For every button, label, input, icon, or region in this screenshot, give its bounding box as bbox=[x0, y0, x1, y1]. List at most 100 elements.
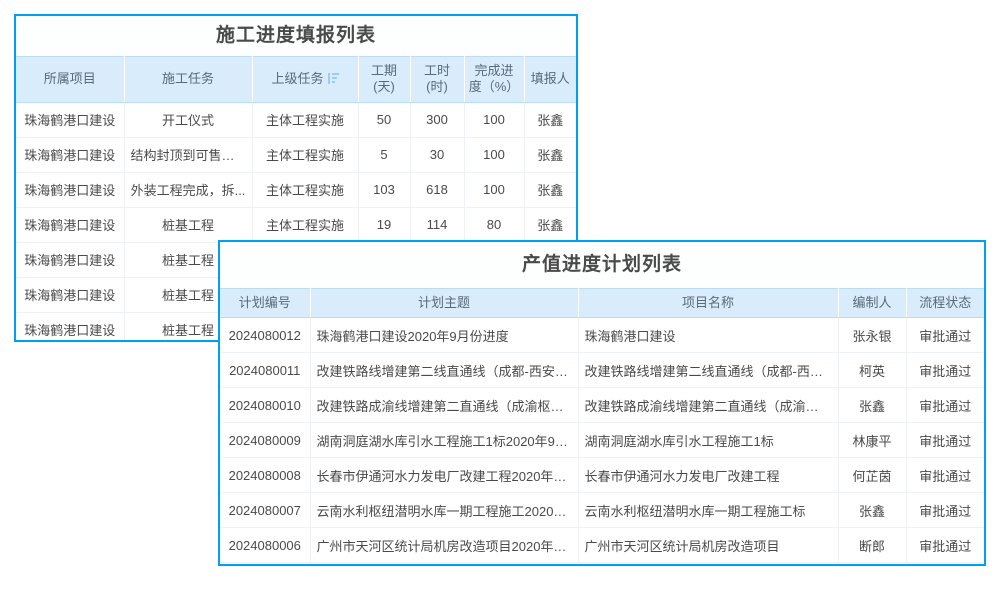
cell-project[interactable]: 珠海鹤港口建设 bbox=[16, 312, 125, 340]
cell-hours: 114 bbox=[410, 207, 465, 243]
status-badge: 审批通过 bbox=[906, 317, 984, 354]
cell-days: 5 bbox=[358, 137, 411, 173]
column-header-project[interactable]: 所属项目 bbox=[16, 56, 125, 103]
cell-hours: 300 bbox=[410, 102, 465, 138]
cell-plan-code[interactable]: 2024080008 bbox=[220, 457, 311, 494]
cell-author: 林康平 bbox=[838, 422, 907, 459]
column-header-reporter[interactable]: 填报人 bbox=[524, 56, 576, 103]
column-header-duration-hours[interactable]: 工时 (时) bbox=[410, 56, 465, 103]
cell-project[interactable]: 珠海鹤港口建设 bbox=[16, 277, 125, 313]
column-header-flow-status[interactable]: 流程状态 bbox=[906, 287, 984, 319]
table-row[interactable]: 珠海鹤港口建设 结构封顶到可售状态 主体工程实施 5 30 100 张鑫 bbox=[16, 137, 576, 173]
cell-plan-code[interactable]: 2024080007 bbox=[220, 492, 311, 529]
cell-reporter: 张鑫 bbox=[524, 102, 576, 138]
cell-project-name[interactable]: 改建铁路线增建第二线直通线（成都-西安）电... bbox=[578, 352, 839, 389]
cell-plan-subject[interactable]: 长春市伊通河水力发电厂改建工程2020年8月... bbox=[310, 457, 579, 494]
sort-icon[interactable] bbox=[327, 73, 339, 85]
column-header-author[interactable]: 编制人 bbox=[838, 287, 907, 319]
table-row[interactable]: 珠海鹤港口建设 外装工程完成，拆... 主体工程实施 103 618 100 张… bbox=[16, 172, 576, 208]
column-header-project-name[interactable]: 项目名称 bbox=[578, 287, 839, 319]
cell-project[interactable]: 珠海鹤港口建设 bbox=[16, 102, 125, 138]
column-label-line2: (天) bbox=[373, 79, 395, 95]
column-label-line1: 工时 bbox=[423, 63, 450, 78]
cell-task: 结构封顶到可售状态 bbox=[124, 137, 253, 173]
column-label-line2: 度（%） bbox=[468, 79, 520, 95]
cell-plan-subject[interactable]: 改建铁路线增建第二线直通线（成都-西安）电... bbox=[310, 352, 579, 389]
output-value-plan-body: 2024080012 珠海鹤港口建设2020年9月份进度 珠海鹤港口建设 张永银… bbox=[220, 317, 984, 564]
cell-plan-subject[interactable]: 改建铁路成渝线增建第二直通线（成渝枢纽）... bbox=[310, 387, 579, 424]
column-label: 计划编号 bbox=[238, 295, 291, 310]
cell-plan-subject[interactable]: 云南水利枢纽潜明水库一期工程施工2020年8... bbox=[310, 492, 579, 529]
cell-author: 断郎 bbox=[838, 527, 907, 564]
column-header-duration-days[interactable]: 工期 (天) bbox=[358, 56, 411, 103]
cell-project-name[interactable]: 湖南洞庭湖水库引水工程施工1标 bbox=[578, 422, 839, 459]
cell-plan-subject[interactable]: 广州市天河区统计局机房改造项目2020年9月... bbox=[310, 527, 579, 564]
table-header-row: 计划编号 计划主题 项目名称 编制人 流程状态 bbox=[220, 287, 984, 319]
cell-plan-code[interactable]: 2024080006 bbox=[220, 527, 311, 564]
column-label: 所属项目 bbox=[43, 71, 96, 87]
cell-project-name[interactable]: 珠海鹤港口建设 bbox=[578, 317, 839, 354]
table-row[interactable]: 2024080009 湖南洞庭湖水库引水工程施工1标2020年9月份... 湖南… bbox=[220, 422, 984, 459]
status-badge: 审批通过 bbox=[906, 352, 984, 389]
column-header-plan-subject[interactable]: 计划主题 bbox=[310, 287, 579, 319]
cell-percent: 100 bbox=[464, 137, 525, 173]
table-row[interactable]: 2024080010 改建铁路成渝线增建第二直通线（成渝枢纽）... 改建铁路成… bbox=[220, 387, 984, 424]
column-label-line1: 完成进 bbox=[474, 63, 514, 78]
column-label: 项目名称 bbox=[681, 295, 734, 310]
cell-project-name[interactable]: 广州市天河区统计局机房改造项目 bbox=[578, 527, 839, 564]
status-badge: 审批通过 bbox=[906, 387, 984, 424]
cell-parent-task: 主体工程实施 bbox=[252, 102, 359, 138]
column-label-line2: (时) bbox=[426, 79, 448, 95]
cell-project[interactable]: 珠海鹤港口建设 bbox=[16, 207, 125, 243]
cell-plan-subject[interactable]: 珠海鹤港口建设2020年9月份进度 bbox=[310, 317, 579, 354]
column-header-completion-percent[interactable]: 完成进 度（%） bbox=[464, 56, 525, 103]
table-row[interactable]: 2024080012 珠海鹤港口建设2020年9月份进度 珠海鹤港口建设 张永银… bbox=[220, 317, 984, 354]
cell-plan-code[interactable]: 2024080010 bbox=[220, 387, 311, 424]
column-header-parent-task[interactable]: 上级任务 bbox=[252, 56, 359, 103]
column-label: 上级任务 bbox=[271, 71, 324, 87]
column-label: 流程状态 bbox=[919, 295, 972, 310]
status-badge: 审批通过 bbox=[906, 492, 984, 529]
cell-plan-code[interactable]: 2024080012 bbox=[220, 317, 311, 354]
cell-parent-task: 主体工程实施 bbox=[252, 207, 359, 243]
cell-project[interactable]: 珠海鹤港口建设 bbox=[16, 242, 125, 278]
cell-reporter: 张鑫 bbox=[524, 207, 576, 243]
table-row[interactable]: 2024080008 长春市伊通河水力发电厂改建工程2020年8月... 长春市… bbox=[220, 457, 984, 494]
cell-author: 张永银 bbox=[838, 317, 907, 354]
cell-days: 103 bbox=[358, 172, 411, 208]
cell-percent: 80 bbox=[464, 207, 525, 243]
output-value-plan-panel: 产值进度计划列表 计划编号 计划主题 项目名称 编制人 流程状态 2024080… bbox=[218, 240, 986, 566]
table-row[interactable]: 珠海鹤港口建设 开工仪式 主体工程实施 50 300 100 张鑫 bbox=[16, 102, 576, 138]
column-label-line1: 工期 bbox=[370, 63, 397, 78]
cell-parent-task: 主体工程实施 bbox=[252, 137, 359, 173]
panel-title-construction-progress: 施工进度填报列表 bbox=[16, 16, 576, 56]
cell-author: 何芷茵 bbox=[838, 457, 907, 494]
cell-task: 桩基工程 bbox=[124, 207, 253, 243]
cell-project[interactable]: 珠海鹤港口建设 bbox=[16, 137, 125, 173]
cell-percent: 100 bbox=[464, 172, 525, 208]
cell-project[interactable]: 珠海鹤港口建设 bbox=[16, 172, 125, 208]
column-header-task[interactable]: 施工任务 bbox=[124, 56, 253, 103]
table-row[interactable]: 珠海鹤港口建设 桩基工程 主体工程实施 19 114 80 张鑫 bbox=[16, 207, 576, 243]
cell-parent-task: 主体工程实施 bbox=[252, 172, 359, 208]
cell-hours: 618 bbox=[410, 172, 465, 208]
output-value-plan-table: 计划编号 计划主题 项目名称 编制人 流程状态 2024080012 珠海鹤港口… bbox=[220, 287, 984, 564]
cell-project-name[interactable]: 长春市伊通河水力发电厂改建工程 bbox=[578, 457, 839, 494]
cell-days: 50 bbox=[358, 102, 411, 138]
panel-title-output-value-plan: 产值进度计划列表 bbox=[220, 242, 984, 288]
cell-hours: 30 bbox=[410, 137, 465, 173]
cell-project-name[interactable]: 改建铁路成渝线增建第二直通线（成渝枢纽）... bbox=[578, 387, 839, 424]
cell-plan-code[interactable]: 2024080009 bbox=[220, 422, 311, 459]
column-label: 填报人 bbox=[530, 71, 570, 87]
table-row[interactable]: 2024080007 云南水利枢纽潜明水库一期工程施工2020年8... 云南水… bbox=[220, 492, 984, 529]
table-row[interactable]: 2024080011 改建铁路线增建第二线直通线（成都-西安）电... 改建铁路… bbox=[220, 352, 984, 389]
cell-author: 张鑫 bbox=[838, 387, 907, 424]
table-row[interactable]: 2024080006 广州市天河区统计局机房改造项目2020年9月... 广州市… bbox=[220, 527, 984, 564]
cell-author: 柯英 bbox=[838, 352, 907, 389]
cell-project-name[interactable]: 云南水利枢纽潜明水库一期工程施工标 bbox=[578, 492, 839, 529]
cell-plan-code[interactable]: 2024080011 bbox=[220, 352, 311, 389]
cell-plan-subject[interactable]: 湖南洞庭湖水库引水工程施工1标2020年9月份... bbox=[310, 422, 579, 459]
table-header-row: 所属项目 施工任务 上级任务 工期 (天) 工时 (时) 完成进 度（%） 填报人 bbox=[16, 56, 576, 103]
column-header-plan-code[interactable]: 计划编号 bbox=[220, 287, 311, 319]
cell-reporter: 张鑫 bbox=[524, 172, 576, 208]
